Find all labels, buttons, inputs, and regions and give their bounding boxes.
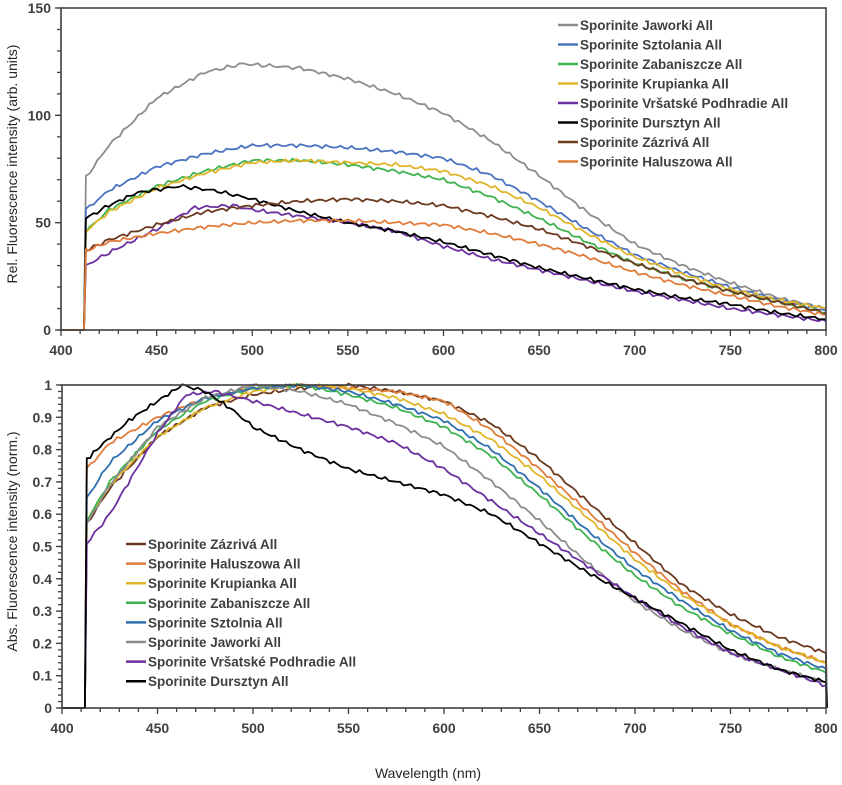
x-tick-label: 750 — [719, 720, 743, 736]
legend-label: Sporinite Sztolnia All — [148, 615, 283, 630]
series-line — [62, 383, 828, 709]
x-tick-label: 500 — [241, 342, 265, 358]
x-tick-label: 550 — [337, 720, 361, 736]
legend-item: Sporinite Haluszowa All — [558, 155, 733, 170]
y-tick-label: 0.8 — [33, 442, 53, 458]
relative-intensity-chart: 400 450 500 550 600 650 700 750 800 0 50 100 150 Rel… — [4, 0, 838, 358]
legend-label: Sporinite Zabaniszcze All — [148, 596, 310, 611]
legend-item: Sporinite Vršatské Podhradie All — [558, 96, 788, 111]
x-tick-label: 700 — [623, 720, 647, 736]
x-tick-label: 400 — [49, 342, 73, 358]
ticks-layer: 400 450 500 550 600 650 700 750 800 0 0.1 0.2 0.3 0.4… — [33, 377, 838, 736]
y-tick-label: 0.2 — [33, 635, 53, 651]
legend-item: Sporinite Zabaniszcze All — [558, 57, 742, 72]
y-tick-label: 0 — [44, 700, 52, 716]
legend-item: Sporinite Vršatské Podhradie All — [126, 655, 356, 670]
series-line — [61, 158, 827, 331]
series-line — [62, 383, 828, 709]
x-tick-label: 800 — [814, 342, 838, 358]
legend: Sporinite Zázrivá All Sporinite Haluszowa… — [126, 537, 356, 689]
y-tick-label: 0.6 — [33, 506, 53, 522]
x-tick-label: 600 — [432, 720, 456, 736]
series-line — [62, 382, 828, 709]
y-tick-label: 0.4 — [33, 571, 53, 587]
y-tick-label: 0.9 — [33, 409, 53, 425]
legend-item: Sporinite Dursztyn All — [126, 674, 289, 689]
legend-label: Sporinite Dursztyn All — [148, 674, 289, 689]
legend-item: Sporinite Zázrivá All — [126, 537, 277, 552]
legend-item: Sporinite Jaworki All — [126, 635, 281, 650]
x-tick-label: 700 — [623, 342, 647, 358]
series-line — [61, 197, 827, 331]
legend-label: Sporinite Zázrivá All — [580, 135, 709, 150]
x-tick-label: 650 — [528, 720, 552, 736]
x-tick-label: 800 — [814, 720, 838, 736]
series-line — [61, 203, 827, 331]
legend-label: Sporinite Krupianka All — [148, 576, 297, 591]
legend-label: Sporinite Jaworki All — [580, 18, 713, 33]
legend-label: Sporinite Krupianka All — [580, 77, 729, 92]
y-axis-label: Abs. Fluorescence intensity (norm.) — [4, 431, 20, 651]
x-tick-label: 450 — [146, 720, 170, 736]
series-line — [61, 184, 827, 331]
x-tick-label: 750 — [719, 342, 743, 358]
legend-item: Sporinite Dursztyn All — [558, 116, 721, 131]
series-line — [61, 218, 827, 331]
x-tick-label: 500 — [241, 720, 265, 736]
legend: Sporinite Jaworki All Sporinite Sztolania… — [558, 18, 788, 170]
legend-item: Sporinite Sztolnia All — [126, 615, 283, 630]
x-tick-label: 400 — [50, 720, 74, 736]
x-tick-label: 550 — [336, 342, 360, 358]
legend-label: Sporinite Sztolania All — [580, 38, 722, 53]
legend-label: Sporinite Haluszowa All — [148, 557, 301, 572]
ticks-layer: 400 450 500 550 600 650 700 750 800 0 50 100 150 — [28, 0, 838, 358]
y-tick-label: 0.3 — [33, 603, 53, 619]
absolute-normalized-chart: 400 450 500 550 600 650 700 750 800 0 0.1 0.2 0.3 0.4… — [4, 377, 838, 736]
legend-label: Sporinite Zabaniszcze All — [580, 57, 742, 72]
series-layer — [61, 62, 827, 331]
y-tick-label: 0.5 — [33, 539, 53, 555]
legend-item: Sporinite Sztolania All — [558, 38, 722, 53]
x-axis-label: Wavelength (nm) — [375, 765, 481, 781]
x-tick-label: 600 — [432, 342, 456, 358]
y-tick-label: 50 — [35, 215, 51, 231]
legend-label: Sporinite Vršatské Podhradie All — [148, 655, 356, 670]
y-tick-label: 0 — [43, 322, 51, 338]
y-axis-label: Rel. Fluorescence intensity (arb. units) — [4, 45, 20, 284]
y-tick-label: 0.1 — [33, 668, 53, 684]
legend-item: Sporinite Zabaniszcze All — [126, 596, 310, 611]
legend-label: Sporinite Haluszowa All — [580, 155, 733, 170]
legend-item: Sporinite Zázrivá All — [558, 135, 709, 150]
series-layer — [62, 382, 828, 709]
legend-label: Sporinite Dursztyn All — [580, 116, 721, 131]
y-tick-label: 150 — [28, 0, 52, 16]
legend-label: Sporinite Vršatské Podhradie All — [580, 96, 788, 111]
x-tick-label: 650 — [527, 342, 551, 358]
series-line — [61, 142, 827, 331]
series-line — [62, 383, 828, 709]
legend-label: Sporinite Zázrivá All — [148, 537, 277, 552]
y-tick-label: 1 — [44, 377, 52, 393]
legend-item: Sporinite Haluszowa All — [126, 557, 301, 572]
x-tick-label: 450 — [145, 342, 169, 358]
y-tick-label: 0.7 — [33, 474, 53, 490]
legend-label: Sporinite Jaworki All — [148, 635, 281, 650]
legend-item: Sporinite Jaworki All — [558, 18, 713, 33]
series-line — [61, 62, 827, 331]
y-tick-label: 100 — [28, 107, 52, 123]
legend-item: Sporinite Krupianka All — [558, 77, 729, 92]
legend-item: Sporinite Krupianka All — [126, 576, 297, 591]
